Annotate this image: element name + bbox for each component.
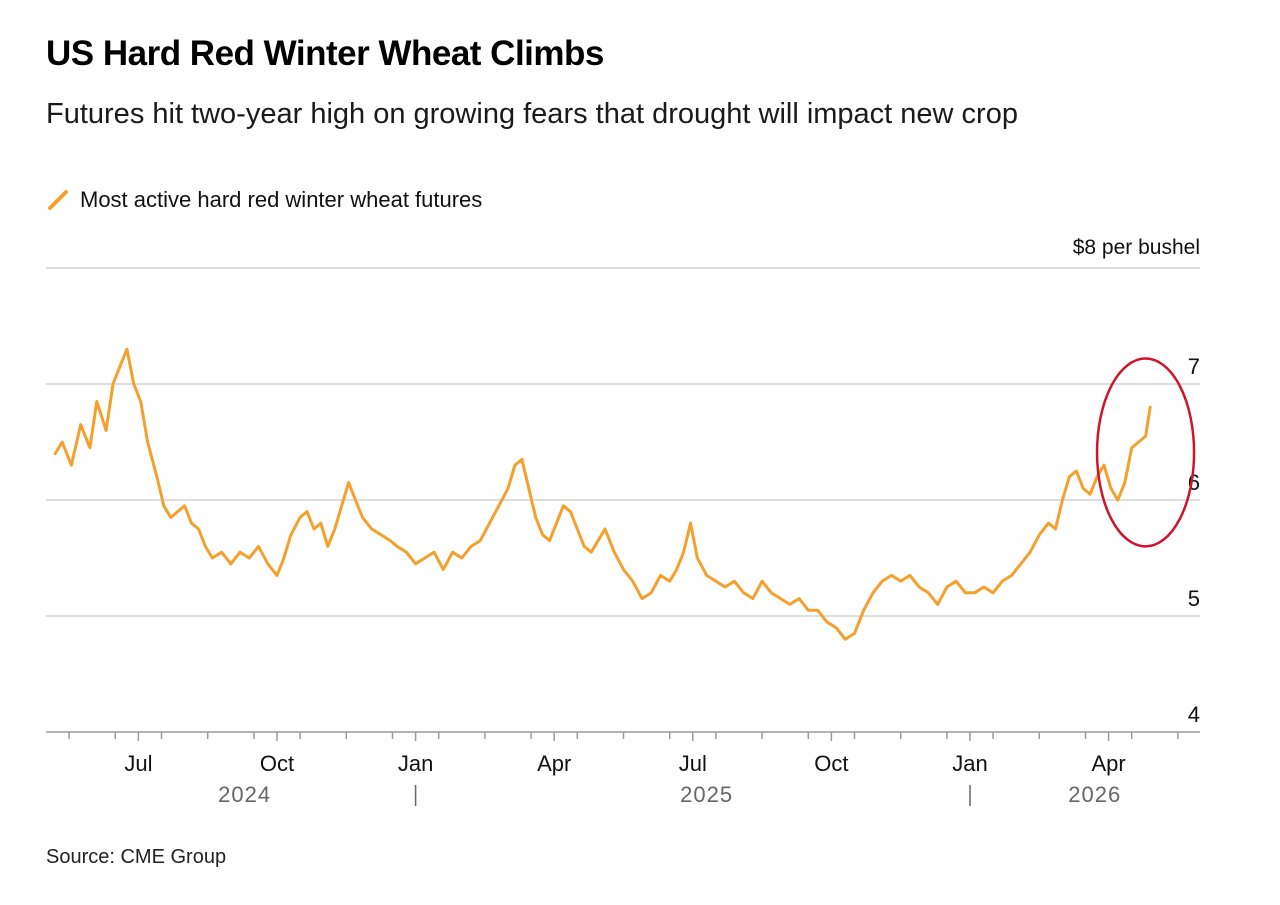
x-year-label-2024: 2024: [218, 782, 271, 807]
x-tick-label-oct: Oct: [260, 751, 294, 776]
chart-title: US Hard Red Winter Wheat Climbs: [46, 34, 604, 73]
y-tick-label-4: 4: [1188, 702, 1200, 727]
series-group: [53, 347, 1152, 641]
x-tick-label-jul: Jul: [679, 751, 707, 776]
x-year-label-2025: 2025: [680, 782, 733, 807]
gridlines: [46, 267, 1200, 617]
legend-label: Most active hard red winter wheat future…: [80, 187, 483, 212]
x-tick-label-jan: Jan: [398, 751, 433, 776]
y-tick-label-8: $8 per bushel: [1073, 236, 1200, 259]
annotation-group: [1095, 357, 1196, 548]
legend: Most active hard red winter wheat future…: [46, 186, 482, 214]
legend-swatch-icon: [48, 190, 68, 210]
chart-subtitle: Futures hit two-year high on growing fea…: [46, 98, 1018, 130]
x-tick-label-apr: Apr: [1091, 751, 1125, 776]
x-tick-label-apr: Apr: [537, 751, 571, 776]
y-tick-label-7: 7: [1188, 354, 1200, 379]
x-axis: Jul Oct Jan Apr Jul Oct Jan Apr 2024 2025 2026: [46, 731, 1200, 807]
x-tick-label-oct: Oct: [814, 751, 848, 776]
y-tick-label-5: 5: [1188, 586, 1200, 611]
highlight-ellipse: [1095, 357, 1196, 548]
x-tick-label-jul: Jul: [124, 751, 152, 776]
x-tick-label-jan: Jan: [952, 751, 987, 776]
source-note: Source: CME Group: [46, 846, 227, 868]
x-year-label-2026: 2026: [1068, 782, 1121, 807]
series-line-0: [53, 347, 1152, 641]
